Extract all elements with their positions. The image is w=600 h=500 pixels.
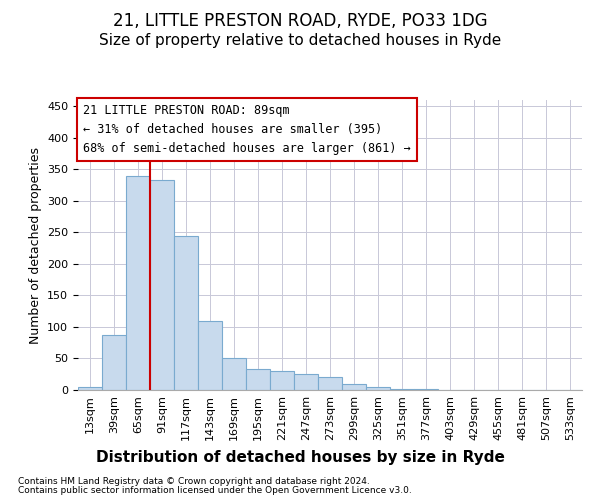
Bar [270,371,294,390]
Bar [78,387,102,390]
Text: 21, LITTLE PRESTON ROAD, RYDE, PO33 1DG: 21, LITTLE PRESTON ROAD, RYDE, PO33 1DG [113,12,487,30]
Bar [126,176,150,390]
Text: Distribution of detached houses by size in Ryde: Distribution of detached houses by size … [95,450,505,465]
Bar [150,180,174,390]
Bar [318,377,342,390]
Text: 21 LITTLE PRESTON ROAD: 89sqm
← 31% of detached houses are smaller (395)
68% of : 21 LITTLE PRESTON ROAD: 89sqm ← 31% of d… [83,104,411,156]
Bar [294,374,318,390]
Bar [366,387,390,390]
Text: Size of property relative to detached houses in Ryde: Size of property relative to detached ho… [99,32,501,48]
Bar [342,384,366,390]
Bar [174,236,198,390]
Bar [198,320,222,390]
Bar [222,358,246,390]
Bar [390,388,414,390]
Text: Contains HM Land Registry data © Crown copyright and database right 2024.: Contains HM Land Registry data © Crown c… [18,477,370,486]
Bar [246,369,270,390]
Text: Contains public sector information licensed under the Open Government Licence v3: Contains public sector information licen… [18,486,412,495]
Bar [102,334,126,390]
Y-axis label: Number of detached properties: Number of detached properties [29,146,41,344]
